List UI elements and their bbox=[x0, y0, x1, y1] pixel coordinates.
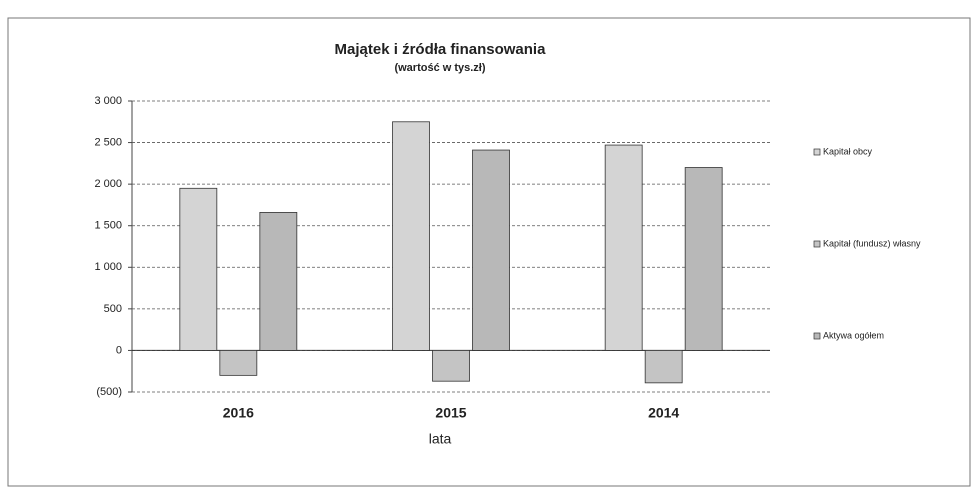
legend-swatch bbox=[813, 240, 821, 248]
y-tick-label: 2 000 bbox=[94, 178, 122, 190]
y-tick-label: 0 bbox=[116, 344, 122, 356]
legend-label: Kapitał (fundusz) własny bbox=[823, 238, 921, 248]
chart-title: Majątek i źródła finansowania bbox=[335, 41, 547, 58]
y-tick-label: 1 500 bbox=[94, 220, 122, 232]
bar bbox=[432, 350, 470, 382]
y-tick-label: 500 bbox=[104, 303, 122, 315]
chart-subtitle: (wartość w tys.zł) bbox=[394, 62, 485, 74]
bar bbox=[179, 187, 218, 351]
x-tick-label: 2015 bbox=[435, 405, 466, 421]
y-tick-label: 1 000 bbox=[94, 261, 122, 273]
bar bbox=[644, 350, 683, 384]
bar bbox=[472, 149, 510, 351]
legend-label: Aktywa ogółem bbox=[823, 330, 884, 340]
legend-label: Kapitał obcy bbox=[823, 146, 873, 156]
legend-swatch bbox=[813, 332, 821, 340]
y-tick-label: (500) bbox=[96, 386, 122, 398]
bar bbox=[604, 144, 643, 351]
bar bbox=[219, 350, 258, 376]
x-tick-label: 2016 bbox=[223, 405, 254, 421]
x-tick-label: 2014 bbox=[648, 405, 679, 421]
x-axis-label: lata bbox=[429, 431, 452, 447]
legend-swatch bbox=[813, 148, 821, 156]
y-tick-label: 3 000 bbox=[94, 95, 122, 107]
bar bbox=[259, 212, 298, 351]
bar bbox=[392, 121, 430, 351]
y-tick-label: 2 500 bbox=[94, 136, 122, 148]
bar bbox=[684, 167, 723, 351]
